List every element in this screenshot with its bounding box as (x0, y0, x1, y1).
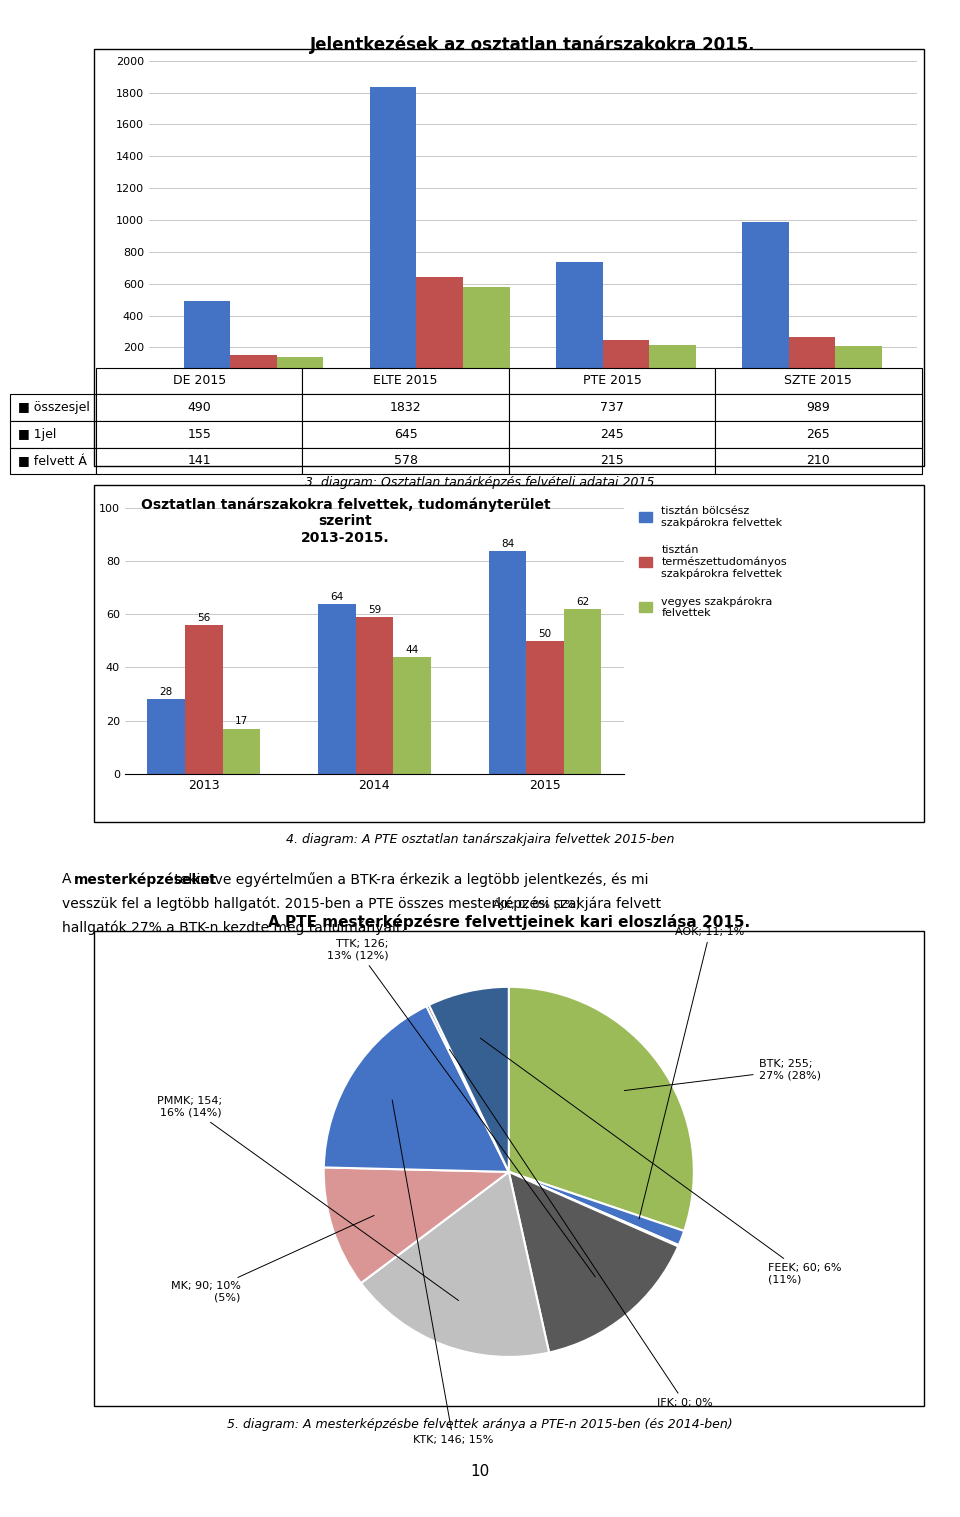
Wedge shape (429, 988, 509, 1171)
Wedge shape (361, 1171, 549, 1356)
Bar (223, 728, 260, 774)
Text: 56: 56 (197, 613, 210, 623)
Bar (564, 608, 601, 774)
Text: ÁJK; 0; 0% (1%): ÁJK; 0; 0% (1%) (493, 898, 580, 910)
Text: 84: 84 (501, 539, 515, 549)
Bar (835, 346, 882, 379)
Bar (526, 640, 564, 774)
Bar (183, 302, 230, 379)
Text: szerint: szerint (319, 514, 372, 528)
Text: MK; 90; 10%
(5%): MK; 90; 10% (5%) (171, 1215, 374, 1303)
Bar (230, 355, 276, 379)
Text: 5. diagram: A mesterképzésbe felvettek aránya a PTE-n 2015-ben (és 2014-ben): 5. diagram: A mesterképzésbe felvettek a… (228, 1418, 732, 1432)
Text: Osztatlan tanárszakokra felvettek, tudományterület: Osztatlan tanárszakokra felvettek, tudom… (141, 498, 550, 513)
Bar (148, 699, 185, 774)
Bar (355, 617, 394, 774)
Text: 3. diagram: Osztatlan tanárképzés felvételi adatai 2015: 3. diagram: Osztatlan tanárképzés felvét… (305, 476, 655, 490)
Bar (463, 287, 510, 379)
Wedge shape (509, 1171, 678, 1353)
Bar (603, 340, 649, 379)
Text: 2013-2015.: 2013-2015. (301, 531, 390, 545)
Text: 4. diagram: A PTE osztatlan tanárszakjaira felvettek 2015-ben: 4. diagram: A PTE osztatlan tanárszakjai… (286, 833, 674, 846)
Text: KTK; 146; 15%: KTK; 146; 15% (393, 1100, 493, 1446)
Bar (556, 262, 603, 379)
Bar (417, 276, 463, 379)
Title: Jelentkezések az osztatlan tanárszakokra 2015.: Jelentkezések az osztatlan tanárszakokra… (310, 35, 756, 53)
Text: 44: 44 (405, 645, 419, 655)
Bar (789, 337, 835, 379)
Text: 17: 17 (234, 716, 248, 727)
Wedge shape (324, 1168, 509, 1283)
Text: 28: 28 (159, 687, 173, 698)
Wedge shape (426, 1004, 509, 1171)
Text: ÁOK; 11; 1%: ÁOK; 11; 1% (639, 925, 745, 1218)
Text: 64: 64 (330, 592, 344, 602)
Text: hallgatók 27% a BTK-n kezdte meg tanulmányait.: hallgatók 27% a BTK-n kezdte meg tanulmá… (62, 921, 406, 936)
Wedge shape (509, 1171, 679, 1247)
Text: A: A (62, 872, 76, 886)
Bar (370, 88, 417, 379)
Text: 10: 10 (470, 1464, 490, 1479)
Wedge shape (509, 1171, 684, 1245)
Text: TTK; 126;
13% (12%): TTK; 126; 13% (12%) (326, 939, 595, 1277)
Bar (742, 221, 789, 379)
Text: IFK; 0; 0%: IFK; 0; 0% (449, 1050, 712, 1408)
Bar (649, 344, 696, 379)
Bar (489, 551, 526, 774)
Bar (185, 625, 223, 774)
Text: vesszük fel a legtöbb hallgatót. 2015-ben a PTE összes mesterképzési szakjára fe: vesszük fel a legtöbb hallgatót. 2015-be… (62, 897, 661, 912)
Bar (276, 356, 324, 379)
Bar (318, 604, 355, 774)
Bar (394, 657, 431, 774)
Text: FEEK; 60; 6%
(11%): FEEK; 60; 6% (11%) (480, 1038, 841, 1285)
Text: tekintve egyértelműen a BTK-ra érkezik a legtöbb jelentkezés, és mi: tekintve egyértelműen a BTK-ra érkezik a… (170, 872, 648, 887)
Legend: tisztán bölcsész
szakpárokra felvettek, tisztán
természettudományos
szakpárokra : tisztán bölcsész szakpárokra felvettek, … (639, 507, 787, 619)
Text: BTK; 255;
27% (28%): BTK; 255; 27% (28%) (624, 1059, 821, 1091)
Text: 50: 50 (539, 630, 552, 639)
Title: A PTE mesterképzésre felvettjeinek kari eloszlása 2015.: A PTE mesterképzésre felvettjeinek kari … (268, 913, 750, 930)
Wedge shape (324, 1006, 509, 1171)
Wedge shape (509, 988, 694, 1230)
Text: PMMK; 154;
16% (14%): PMMK; 154; 16% (14%) (156, 1097, 459, 1300)
Text: mesterképzéseket: mesterképzéseket (74, 872, 218, 887)
Text: 59: 59 (368, 605, 381, 614)
Text: 62: 62 (576, 598, 589, 607)
